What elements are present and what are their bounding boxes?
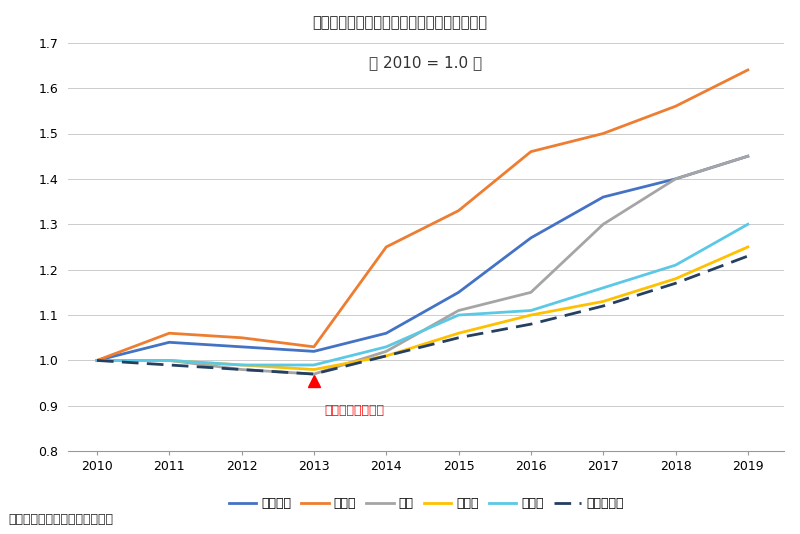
- Text: 資料：国土交通省「地価公示」: 資料：国土交通省「地価公示」: [8, 513, 113, 526]
- Text: 》図３「東京・都心５区の住宅地価格の推移: 》図３「東京・都心５区の住宅地価格の推移: [313, 15, 487, 30]
- Text: オリンピック決定: オリンピック決定: [325, 404, 385, 417]
- Text: （ 2010 = 1.0 ）: （ 2010 = 1.0 ）: [370, 55, 482, 70]
- Legend: 千代田区, 中央区, 港区, 新宿区, 渋谷区, 東京２３区: 千代田区, 中央区, 港区, 新宿区, 渋谷区, 東京２３区: [223, 492, 629, 515]
